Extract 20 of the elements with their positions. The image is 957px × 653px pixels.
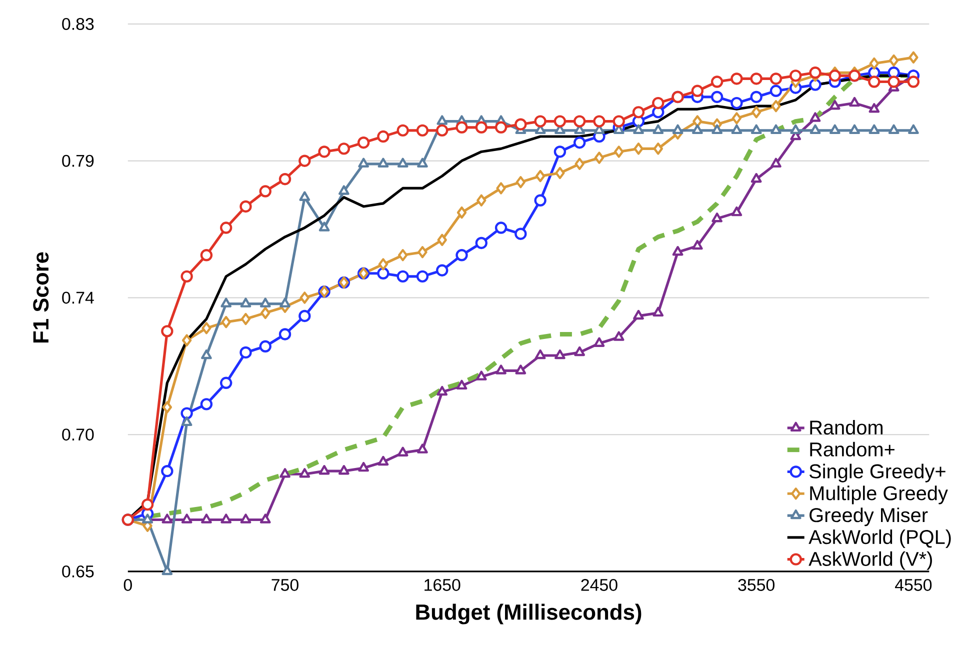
y-tick-label: 0.65 xyxy=(62,565,94,578)
legend-label: Random xyxy=(810,420,883,434)
x-tick-label: 750 xyxy=(272,578,298,591)
y-tick-label: 0.74 xyxy=(62,292,94,304)
legend-label: Single Greedy+ xyxy=(810,464,946,482)
x-tick-label: 0 xyxy=(124,578,132,591)
legend-label: Random+ xyxy=(810,442,894,456)
x-tick-label: 4550 xyxy=(895,578,932,591)
legend-label: Multiple Greedy xyxy=(810,485,948,504)
y-axis-title: F1 Score xyxy=(33,252,49,342)
legend-label: Greedy Miser xyxy=(810,507,928,526)
y-tick-label: 0.70 xyxy=(62,428,94,440)
y-tick-label: 0.83 xyxy=(62,18,94,30)
x-tick-label: 1650 xyxy=(424,578,460,591)
legend-label: AskWorld (V*) xyxy=(808,551,932,570)
x-axis-title: Budget (Milliseconds) xyxy=(416,604,642,624)
legend-label: AskWorld (PQL) xyxy=(808,529,951,548)
x-tick-label: 2450 xyxy=(581,578,618,591)
x-tick-label: 3550 xyxy=(738,578,774,591)
y-tick-label: 0.79 xyxy=(62,154,94,167)
